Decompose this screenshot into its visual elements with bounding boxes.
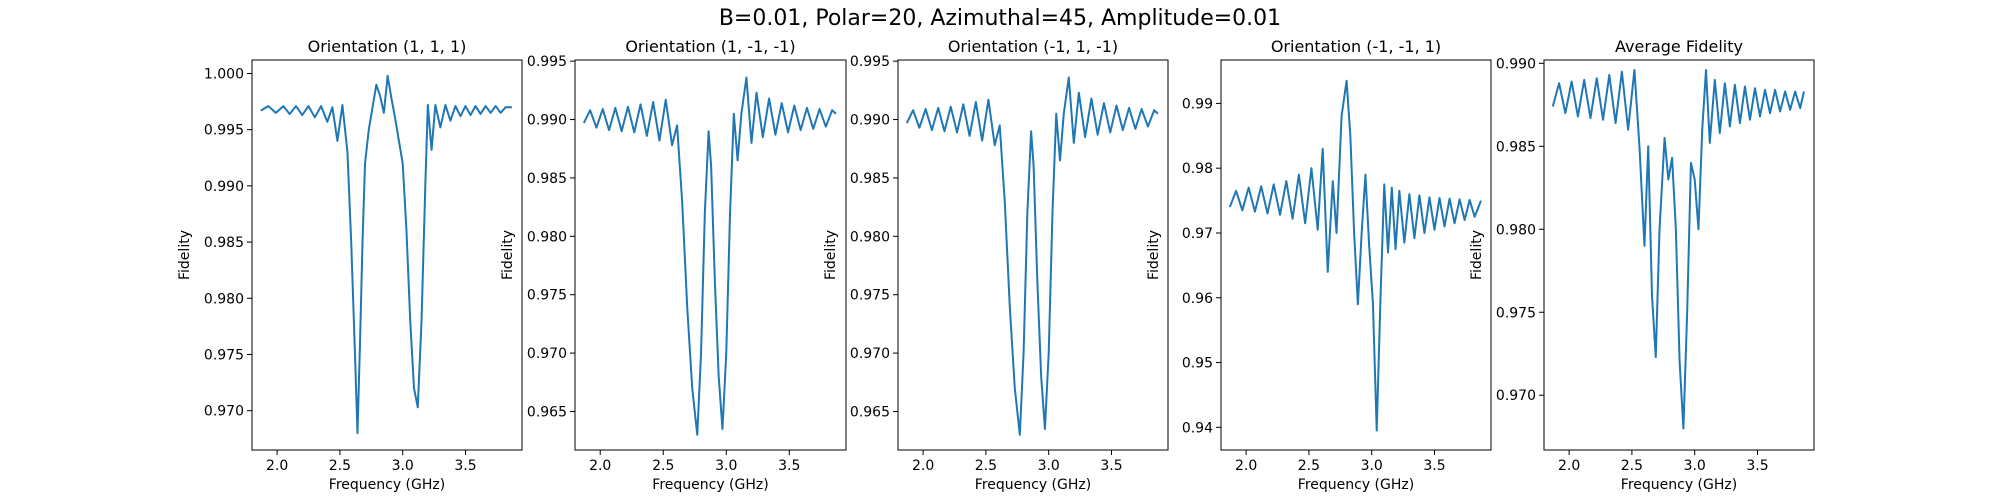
y-tick-label: 0.985: [850, 171, 890, 187]
y-tick-label: 0.96: [1182, 291, 1213, 307]
x-tick-label: 3.0: [715, 458, 737, 474]
x-tick-label: 2.0: [266, 458, 288, 474]
y-tick-label: 0.980: [1496, 222, 1536, 238]
y-tick-label: 0.970: [527, 346, 567, 362]
x-tick-label: 3.0: [392, 458, 414, 474]
x-tick-label: 2.0: [1558, 458, 1580, 474]
x-tick-label: 2.5: [652, 458, 674, 474]
axes-frame: [1220, 59, 1492, 451]
y-axis-label: Fidelity: [177, 230, 193, 280]
y-tick-label: 0.985: [204, 235, 244, 251]
y-tick-label: 0.980: [527, 229, 567, 245]
y-tick-label: 0.970: [204, 404, 244, 420]
series-line: [260, 74, 512, 435]
subplot-1: 2.0 2.5 3.0 3.5 0.970 0.975 0.980 0.985 0.990 0.9…: [177, 37, 523, 493]
y-tick-label: 1.000: [204, 66, 244, 82]
y-tick-label: 0.985: [527, 171, 567, 187]
subplot-5: 2.0 2.5 3.0 3.5 0.970 0.975 0.980 0.985 0.990 Ave…: [1469, 37, 1815, 493]
subplot-2: 2.0 2.5 3.0 3.5 0.965 0.970 0.975 0.980 0.985 0.9…: [500, 37, 847, 493]
x-tick-label: 2.0: [589, 458, 611, 474]
y-axis-label: Fidelity: [500, 230, 516, 280]
x-tick-label: 3.5: [778, 458, 800, 474]
y-tick-label: 0.980: [204, 291, 244, 307]
axes-frame: [574, 59, 847, 451]
x-tick-label: 3.5: [1746, 458, 1768, 474]
figure-suptitle: B=0.01, Polar=20, Azimuthal=45, Amplitud…: [718, 6, 1282, 31]
y-axis-label: Fidelity: [823, 230, 839, 280]
x-tick-label: 2.5: [1298, 458, 1320, 474]
y-tick-label: 0.975: [1496, 305, 1536, 321]
y-tick-label: 0.980: [850, 229, 890, 245]
x-tick-label: 2.5: [329, 458, 351, 474]
x-tick-label: 3.5: [1423, 458, 1445, 474]
subplot-title: Orientation (-1, -1, 1): [1271, 37, 1441, 56]
y-tick-label: 0.990: [527, 113, 567, 129]
y-tick-label: 0.990: [204, 179, 244, 195]
subplot-3: 2.0 2.5 3.0 3.5 0.965 0.970 0.975 0.980 0.985 0.9…: [823, 37, 1169, 493]
x-tick-label: 3.0: [1361, 458, 1383, 474]
axes-frame: [1543, 59, 1815, 451]
y-tick-label: 0.995: [527, 54, 567, 70]
y-tick-label: 0.970: [850, 346, 890, 362]
x-tick-label: 3.0: [1684, 458, 1706, 474]
y-axis-label: Fidelity: [1469, 230, 1485, 280]
y-tick-label: 0.94: [1182, 420, 1213, 436]
x-tick-label: 2.5: [1621, 458, 1643, 474]
axes-frame: [897, 59, 1169, 451]
subplot-4: 2.0 2.5 3.0 3.5 0.94 0.95 0.96 0.97 0.98 0.99 Orie…: [1146, 37, 1492, 493]
y-tick-label: 0.975: [527, 288, 567, 304]
series-line: [1228, 79, 1482, 432]
x-axis-label: Frequency (GHz): [975, 477, 1091, 493]
y-tick-label: 0.990: [1496, 56, 1536, 72]
y-tick-label: 0.965: [850, 404, 890, 420]
y-tick-label: 0.975: [850, 288, 890, 304]
y-tick-label: 0.965: [527, 404, 567, 420]
y-tick-label: 0.98: [1182, 161, 1213, 177]
y-tick-label: 0.990: [850, 113, 890, 129]
y-tick-label: 0.970: [1496, 388, 1536, 404]
x-axis-label: Frequency (GHz): [329, 477, 445, 493]
x-tick-label: 3.5: [454, 458, 476, 474]
y-axis-label: Fidelity: [1146, 230, 1162, 280]
y-tick-label: 0.995: [850, 54, 890, 70]
subplot-title: Orientation (-1, 1, -1): [948, 37, 1118, 56]
y-tick-label: 0.99: [1182, 96, 1213, 112]
y-tick-label: 0.95: [1182, 356, 1213, 372]
series-line: [1551, 68, 1805, 430]
axes-frame: [251, 59, 523, 451]
y-tick-label: 0.975: [204, 347, 244, 363]
series-line: [582, 76, 837, 436]
x-tick-label: 2.0: [912, 458, 934, 474]
y-tick-label: 0.97: [1182, 226, 1213, 242]
y-tick-label: 0.995: [204, 123, 244, 139]
series-line: [905, 76, 1159, 436]
y-tick-label: 0.985: [1496, 139, 1536, 155]
x-tick-label: 2.5: [975, 458, 997, 474]
subplot-title: Orientation (1, 1, 1): [308, 37, 467, 56]
x-axis-label: Frequency (GHz): [1298, 477, 1414, 493]
x-axis-label: Frequency (GHz): [652, 477, 768, 493]
x-tick-label: 3.5: [1100, 458, 1122, 474]
subplot-title: Orientation (1, -1, -1): [625, 37, 795, 56]
x-axis-label: Frequency (GHz): [1621, 477, 1737, 493]
subplot-title: Average Fidelity: [1615, 37, 1743, 56]
x-tick-label: 2.0: [1235, 458, 1257, 474]
x-tick-label: 3.0: [1038, 458, 1060, 474]
